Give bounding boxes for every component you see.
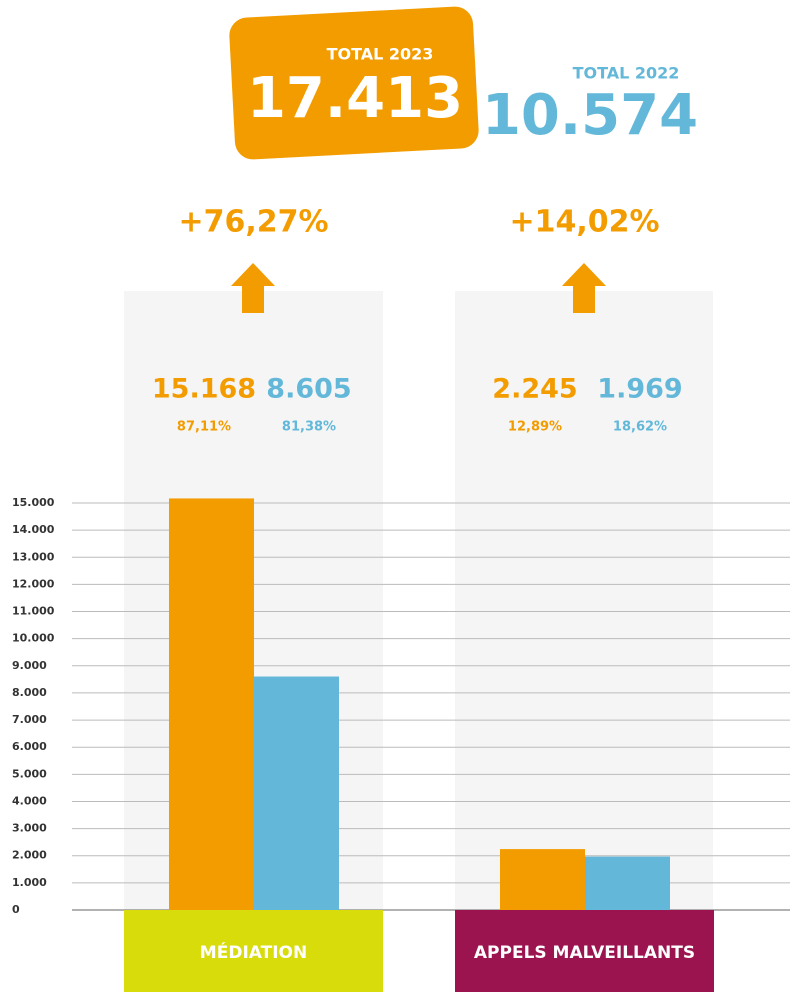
y-tick-label: 14.000 [12, 523, 55, 536]
up-arrow [562, 263, 606, 313]
bar [169, 498, 254, 910]
change-label: +14,02% [509, 205, 659, 240]
share-label: 12,89% [508, 420, 562, 435]
y-tick-label: 9.000 [12, 659, 47, 672]
y-tick-label: 1.000 [12, 876, 47, 889]
total-badge [229, 6, 479, 160]
y-tick-label: 10.000 [12, 632, 55, 645]
value-label: 1.969 [597, 374, 682, 405]
y-tick-label: 15.000 [12, 496, 55, 509]
y-tick-label: 13.000 [12, 550, 55, 563]
y-tick-label: 8.000 [12, 686, 47, 699]
share-label: 18,62% [613, 420, 667, 435]
y-tick-label: 3.000 [12, 822, 47, 835]
category-box [124, 910, 383, 992]
share-label: 87,11% [177, 420, 231, 435]
x-tick-label: MÉDIATION [200, 941, 307, 963]
y-tick-label: 6.000 [12, 740, 47, 753]
total-label: TOTAL 2023 [327, 45, 434, 64]
change-label: +76,27% [178, 205, 328, 240]
total-value: 17.413 [247, 66, 463, 131]
category-box [455, 910, 714, 992]
y-tick-label: 4.000 [12, 794, 47, 807]
total-value: 10.574 [482, 83, 698, 148]
panel [455, 291, 713, 910]
share-label: 81,38% [282, 420, 336, 435]
x-tick-label: APPELS MALVEILLANTS [474, 943, 695, 963]
y-tick-label: 2.000 [12, 849, 47, 862]
y-tick-label: 7.000 [12, 713, 47, 726]
up-arrow [231, 263, 275, 313]
y-tick-label: 12.000 [12, 577, 55, 590]
value-label: 15.168 [152, 374, 256, 405]
bar [254, 676, 339, 910]
y-tick-label: 0 [12, 903, 20, 916]
total-label: TOTAL 2022 [573, 64, 680, 83]
y-tick-label: 5.000 [12, 767, 47, 780]
value-label: 8.605 [266, 374, 351, 405]
bar [500, 849, 585, 910]
bar [585, 856, 670, 910]
value-label: 2.245 [492, 374, 577, 405]
y-tick-label: 11.000 [12, 605, 55, 618]
